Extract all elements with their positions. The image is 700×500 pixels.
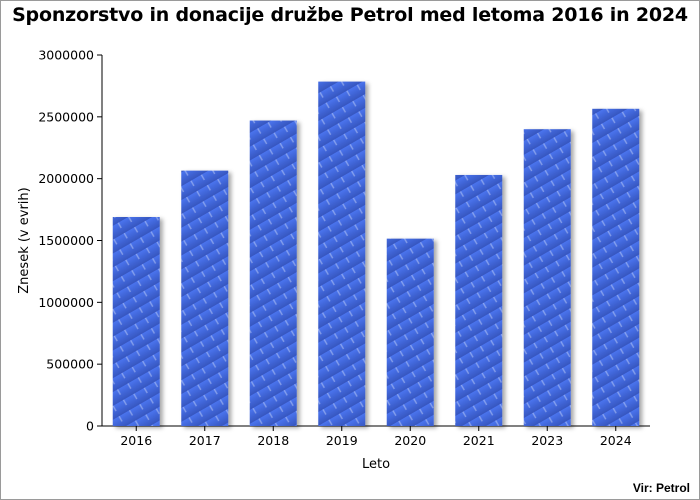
bar-2021	[455, 174, 503, 426]
y-axis-title: Znesek (v evrih)	[17, 187, 32, 293]
chart-title: Sponzorstvo in donacije družbe Petrol me…	[12, 4, 688, 26]
x-tick-label: 2018	[257, 433, 289, 448]
x-tick-label: 2020	[394, 433, 426, 448]
bar-2024	[592, 108, 640, 427]
x-tick-label: 2016	[120, 433, 152, 448]
bar-2019	[318, 81, 366, 427]
y-tick-label: 3000000	[38, 48, 94, 63]
x-tick-label: 2021	[463, 433, 495, 448]
x-tick-label: 2024	[600, 433, 632, 448]
x-tick-label: 2017	[189, 433, 221, 448]
bar-2023	[523, 129, 571, 426]
bar-2018	[249, 120, 297, 426]
x-axis-title: Leto	[362, 457, 390, 472]
x-tick-label: 2019	[326, 433, 358, 448]
y-tick-label: 1000000	[38, 295, 94, 310]
y-tick-label: 2000000	[38, 171, 94, 186]
y-tick-label: 0	[86, 419, 94, 434]
bar-2017	[181, 170, 229, 426]
source-note: Vir: Petrol	[632, 481, 690, 495]
y-tick-label: 2500000	[38, 109, 94, 124]
y-tick-label: 500000	[46, 357, 94, 372]
bar-2020	[386, 238, 434, 426]
x-tick-label: 2023	[531, 433, 563, 448]
y-tick-label: 1500000	[38, 233, 94, 248]
bar-2016	[112, 217, 160, 426]
